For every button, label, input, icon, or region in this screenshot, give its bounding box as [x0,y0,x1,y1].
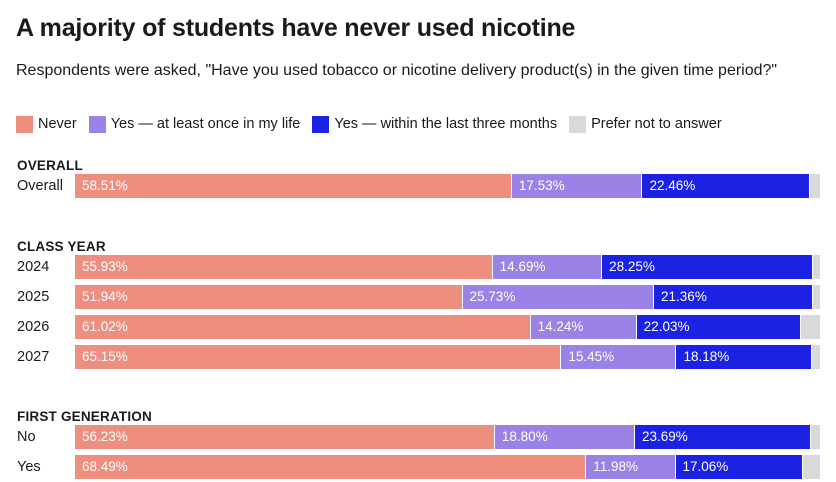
legend-item-once: Yes — at least once in my life [88,115,301,133]
bar-row: 51.94% 25.73% 21.36% [75,285,820,309]
bar-segment-once: 25.73% [461,285,654,309]
bar-segment-prefer [799,315,820,339]
bar-segment-prefer [808,174,820,198]
bar-row: 56.23% 18.80% 23.69% [75,425,820,449]
legend-swatch-prefer [569,115,587,133]
bar-segment-recent: 21.36% [653,285,812,309]
row-label: No [17,429,36,445]
legend-label-never: Never [38,116,77,132]
legend-label-once: Yes — at least once in my life [110,116,301,132]
bar-segment-never: 68.49% [75,455,586,479]
legend-swatch-never [16,115,33,133]
bar-segment-never: 65.15% [75,345,561,369]
legend-swatch-recent [312,115,330,133]
bar-segment-recent: 28.25% [601,255,812,279]
group-label: OVERALL [17,158,83,173]
bar-segment-prefer [810,345,820,369]
bar-segment-prefer [812,285,820,309]
bar-segment-recent: 22.46% [641,174,809,198]
legend-item-never: Never [16,115,77,133]
chart-title: A majority of students have never used n… [16,14,576,42]
chart-subtitle: Respondents were asked, "Have you used t… [16,62,778,79]
legend-label-recent: Yes — within the last three months [334,116,558,132]
bar-row: 65.15% 15.45% 18.18% [75,345,820,369]
bar-row: 61.02% 14.24% 22.03% [75,315,820,339]
bar-segment-once: 15.45% [560,345,676,369]
bar-row: 68.49% 11.98% 17.06% [75,455,820,479]
bar-segment-once: 11.98% [585,455,675,479]
bar-segment-recent: 22.03% [635,315,800,339]
legend: Never Yes — at least once in my life Yes… [16,115,734,133]
group-label: CLASS YEAR [17,239,106,254]
row-label: 2025 [17,289,50,305]
bar-segment-prefer [811,255,820,279]
row-label: 2027 [17,349,50,365]
bar-segment-never: 55.93% [75,255,492,279]
bar-row: 58.51% 17.53% 22.46% [75,174,820,198]
legend-item-recent: Yes — within the last three months [312,115,558,133]
bar-segment-never: 56.23% [75,425,494,449]
bar-segment-recent: 23.69% [633,425,811,449]
legend-label-prefer: Prefer not to answer [591,116,722,132]
row-label: Overall [17,178,63,194]
row-label: 2026 [17,319,50,335]
bar-segment-prefer [810,425,820,449]
bar-segment-never: 51.94% [75,285,462,309]
bar-segment-once: 17.53% [510,174,642,198]
bar-segment-prefer [801,455,820,479]
bar-row: 55.93% 14.69% 28.25% [75,255,820,279]
row-label: Yes [17,459,41,475]
group-label: FIRST GENERATION [17,409,152,424]
bar-segment-never: 61.02% [75,315,530,339]
bar-segment-recent: 18.18% [675,345,811,369]
bar-segment-once: 14.24% [529,315,636,339]
legend-item-prefer: Prefer not to answer [569,115,722,133]
legend-swatch-once [88,115,106,133]
bar-segment-once: 18.80% [493,425,634,449]
bar-segment-once: 14.69% [491,255,602,279]
bar-segment-never: 58.51% [75,174,511,198]
row-label: 2024 [17,259,50,275]
bar-segment-recent: 17.06% [674,455,802,479]
